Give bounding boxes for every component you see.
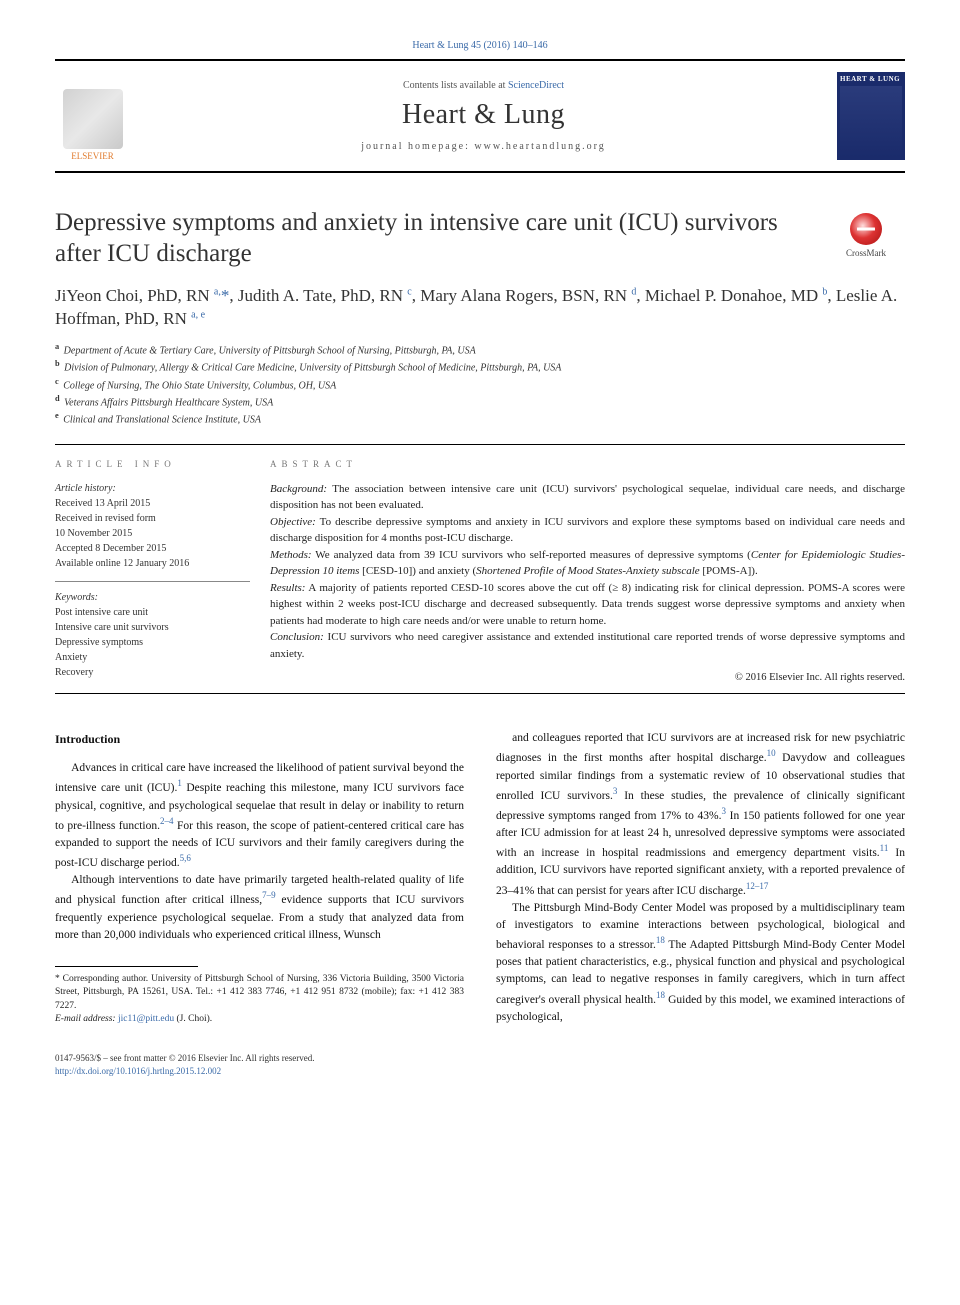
header-center: Contents lists available at ScienceDirec…: [130, 80, 837, 152]
cover-thumbnail: HEART & LUNG: [837, 72, 905, 160]
abstract-segment: Objective: To describe depressive sympto…: [270, 516, 905, 545]
history-line: Accepted 8 December 2015: [55, 541, 250, 556]
crossmark-icon: [850, 213, 882, 245]
body-left-paras: Advances in critical care have increased…: [55, 760, 464, 944]
body-paragraph: and colleagues reported that ICU survivo…: [496, 730, 905, 899]
abstract-col: abstract Background: The association bet…: [270, 459, 905, 684]
crossmark-label: CrossMark: [846, 248, 886, 258]
title-text: Depressive symptoms and anxiety in inten…: [55, 207, 827, 270]
history-line: Received 13 April 2015: [55, 496, 250, 511]
homepage-line: journal homepage: www.heartandlung.org: [142, 141, 825, 152]
affiliation-line: d Veterans Affairs Pittsburgh Healthcare…: [55, 393, 905, 410]
affiliation-line: a Department of Acute & Tertiary Care, U…: [55, 341, 905, 358]
history-lines: Received 13 April 2015Received in revise…: [55, 496, 250, 571]
keyword-line: Anxiety: [55, 650, 250, 665]
title-block: Depressive symptoms and anxiety in inten…: [55, 207, 905, 270]
body-paragraph: Although interventions to date have prim…: [55, 872, 464, 944]
contents-line: Contents lists available at ScienceDirec…: [142, 80, 825, 91]
article-title: Depressive symptoms and anxiety in inten…: [55, 207, 827, 270]
body-paragraph: The Pittsburgh Mind-Body Center Model wa…: [496, 900, 905, 1026]
author-list: JiYeon Choi, PhD, RN a,*, Judith A. Tate…: [55, 284, 905, 332]
abstract-copyright: © 2016 Elsevier Inc. All rights reserved…: [270, 672, 905, 683]
page-root: Heart & Lung 45 (2016) 140–146 ELSEVIER …: [0, 0, 960, 1127]
doi-link[interactable]: http://dx.doi.org/10.1016/j.hrtlng.2015.…: [55, 1066, 221, 1076]
article-info-col: article info Article history: Received 1…: [55, 459, 270, 684]
homepage-prefix: journal homepage:: [361, 141, 474, 152]
rule-above-abstract: [55, 444, 905, 445]
keyword-line: Intensive care unit survivors: [55, 620, 250, 635]
issn-line: 0147-9563/$ – see front matter © 2016 El…: [55, 1052, 464, 1065]
article-history: Article history: Received 13 April 2015R…: [55, 481, 250, 571]
abstract-segment: Methods: We analyzed data from 39 ICU su…: [270, 549, 905, 578]
history-label: Article history:: [55, 481, 250, 496]
crossmark-badge[interactable]: CrossMark: [827, 207, 905, 258]
journal-header: ELSEVIER Contents lists available at Sci…: [55, 63, 905, 173]
article-info-label: article info: [55, 459, 250, 469]
footnotes: * Corresponding author. University of Pi…: [55, 973, 464, 1026]
affiliation-line: e Clinical and Translational Science Ins…: [55, 410, 905, 427]
homepage-url[interactable]: www.heartandlung.org: [474, 141, 605, 152]
rule-below-abstract: [55, 693, 905, 694]
contents-prefix: Contents lists available at: [403, 80, 508, 91]
sciencedirect-link[interactable]: ScienceDirect: [508, 80, 564, 91]
affiliation-line: b Division of Pulmonary, Allergy & Criti…: [55, 358, 905, 375]
info-abstract-row: article info Article history: Received 1…: [55, 459, 905, 684]
body-columns: Introduction Advances in critical care h…: [55, 730, 905, 1077]
body-col-right: and colleagues reported that ICU survivo…: [496, 730, 905, 1077]
running-citation: Heart & Lung 45 (2016) 140–146: [55, 40, 905, 51]
corresponding-author-note: * Corresponding author. University of Pi…: [55, 973, 464, 1013]
abstract-text: Background: The association between inte…: [270, 481, 905, 663]
cover-body: [840, 86, 902, 157]
keywords-block: Keywords: Post intensive care unitIntens…: [55, 590, 250, 680]
history-line: 10 November 2015: [55, 526, 250, 541]
email-link[interactable]: jic11@pitt.edu: [118, 1014, 174, 1024]
keyword-line: Depressive symptoms: [55, 635, 250, 650]
affiliation-line: c College of Nursing, The Ohio State Uni…: [55, 376, 905, 393]
abstract-segment: Background: The association between inte…: [270, 483, 905, 512]
history-line: Received in revised form: [55, 511, 250, 526]
abstract-segment: Results: A majority of patients reported…: [270, 582, 905, 627]
elsevier-name: ELSEVIER: [71, 151, 114, 161]
keywords-lines: Post intensive care unitIntensive care u…: [55, 605, 250, 680]
section-heading-introduction: Introduction: [55, 730, 464, 748]
body-paragraph: Advances in critical care have increased…: [55, 760, 464, 872]
top-rule: [55, 59, 905, 61]
corr-label: * Corresponding author.: [55, 974, 148, 984]
info-separator: [55, 581, 250, 582]
history-line: Available online 12 January 2016: [55, 556, 250, 571]
keywords-label: Keywords:: [55, 590, 250, 605]
abstract-segment: Conclusion: ICU survivors who need careg…: [270, 631, 905, 660]
email-label: E-mail address:: [55, 1014, 118, 1024]
email-suffix: (J. Choi).: [174, 1014, 212, 1024]
body-col-left: Introduction Advances in critical care h…: [55, 730, 464, 1077]
email-note: E-mail address: jic11@pitt.edu (J. Choi)…: [55, 1013, 464, 1026]
keyword-line: Recovery: [55, 665, 250, 680]
elsevier-tree-icon: [63, 89, 123, 149]
body-right-paras: and colleagues reported that ICU survivo…: [496, 730, 905, 1026]
cover-title: HEART & LUNG: [840, 75, 902, 83]
keyword-line: Post intensive care unit: [55, 605, 250, 620]
footnote-separator: [55, 966, 198, 967]
abstract-label: abstract: [270, 459, 905, 469]
affiliations: a Department of Acute & Tertiary Care, U…: [55, 341, 905, 428]
page-footer: 0147-9563/$ – see front matter © 2016 El…: [55, 1052, 464, 1077]
elsevier-logo: ELSEVIER: [55, 71, 130, 161]
journal-name: Heart & Lung: [142, 99, 825, 131]
